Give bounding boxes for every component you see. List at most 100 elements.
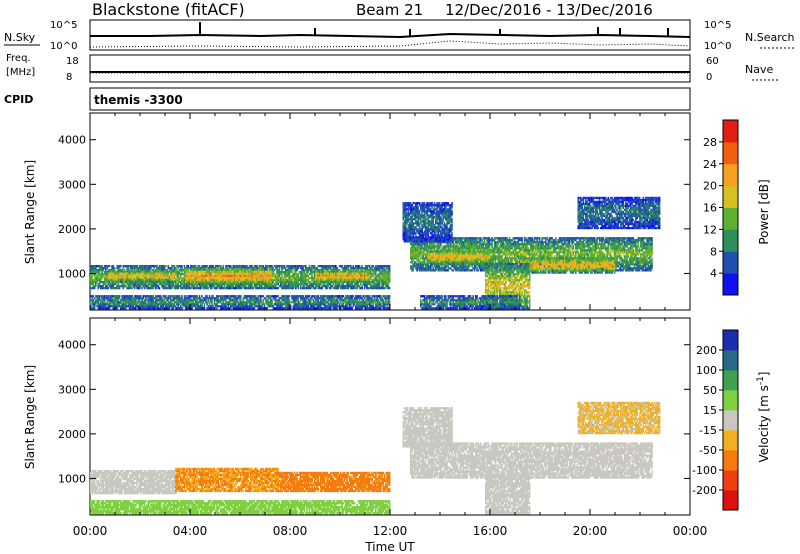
heatmap-cell	[117, 285, 120, 288]
heatmap-cell	[167, 287, 169, 290]
heatmap-cell	[208, 276, 211, 279]
heatmap-cell	[412, 259, 415, 262]
heatmap-cell	[177, 287, 180, 290]
heatmap-cell	[307, 269, 310, 272]
heatmap-cell	[201, 295, 203, 298]
heatmap-cell	[367, 278, 370, 281]
heatmap-cell	[252, 287, 255, 290]
heatmap-cell	[358, 272, 361, 275]
heatmap-cell	[291, 279, 293, 282]
heatmap-cell	[335, 271, 337, 274]
heatmap-cell	[145, 278, 147, 281]
heatmap-cell	[352, 270, 355, 273]
heatmap-cell	[358, 279, 361, 282]
heatmap-cell	[137, 301, 140, 304]
heatmap-cell	[295, 283, 297, 286]
heatmap-cell	[303, 279, 306, 282]
heatmap-cell	[340, 297, 342, 300]
heatmap-cell	[108, 299, 111, 302]
heatmap-cell	[302, 299, 305, 302]
heatmap-cell	[102, 267, 105, 270]
heatmap-cell	[385, 297, 387, 300]
heatmap-cell	[273, 275, 276, 278]
heatmap-cell	[126, 271, 128, 274]
heatmap-cell	[413, 257, 416, 260]
heatmap-cell	[200, 280, 202, 283]
heatmap-cell	[290, 285, 292, 288]
heatmap-cell	[302, 285, 305, 288]
heatmap-cell	[232, 268, 235, 271]
heatmap-cell	[158, 287, 161, 290]
heatmap-cell	[112, 267, 115, 270]
heatmap-cell	[191, 299, 193, 302]
heatmap-cell	[228, 267, 231, 270]
heatmap-cell	[95, 267, 97, 270]
heatmap-cell	[102, 283, 105, 286]
heatmap-cell	[91, 265, 93, 268]
heatmap-cell	[157, 285, 160, 288]
heatmap-cell	[352, 301, 355, 304]
heatmap-cell	[110, 305, 112, 308]
heatmap-cell	[345, 297, 347, 300]
heatmap-cell	[371, 265, 373, 268]
heatmap-cell	[152, 307, 155, 310]
heatmap-cell	[322, 307, 325, 310]
heatmap-cell	[172, 305, 175, 308]
heatmap-cell	[241, 270, 243, 273]
heatmap-cell	[238, 278, 241, 281]
heatmap-cell	[145, 297, 147, 300]
heatmap-cell	[376, 295, 378, 298]
heatmap-cell	[275, 267, 277, 270]
heatmap-cell	[350, 287, 352, 290]
heatmap-cell	[168, 285, 171, 288]
heatmap-cell	[247, 269, 250, 272]
heatmap-cell	[253, 265, 256, 268]
heatmap-cell	[310, 287, 312, 290]
heatmap-cell	[265, 278, 267, 281]
heatmap-cell	[150, 307, 152, 310]
heatmap-cell	[138, 270, 141, 273]
heatmap-cell	[293, 301, 296, 304]
heatmap-cell	[128, 303, 131, 306]
heatmap-cell	[371, 273, 373, 276]
heatmap-cell	[136, 280, 138, 283]
heatmap-cell	[250, 278, 252, 281]
heatmap-cell	[411, 255, 413, 258]
heatmap-cell	[316, 303, 318, 306]
heatmap-cell	[325, 303, 327, 306]
heatmap-cell	[357, 283, 360, 286]
heatmap-cell	[288, 267, 291, 270]
heatmap-cell	[102, 275, 105, 278]
heatmap-cell	[177, 275, 180, 278]
heatmap-cell	[188, 287, 191, 290]
heatmap-cell	[225, 278, 227, 281]
heatmap-cell	[187, 280, 190, 283]
heatmap-cell	[167, 307, 169, 310]
heatmap-cell	[308, 267, 311, 270]
heatmap-cell	[273, 279, 276, 282]
heatmap-cell	[235, 275, 237, 278]
heatmap-cell	[266, 282, 268, 285]
heatmap-cell	[322, 267, 325, 270]
heatmap-cell	[207, 274, 210, 277]
heatmap-cell	[143, 270, 146, 273]
heatmap-cell	[190, 305, 192, 308]
heatmap-cell	[380, 287, 382, 290]
heatmap-cell	[270, 268, 272, 271]
heatmap-cell	[93, 279, 96, 282]
heatmap-cell	[135, 307, 137, 310]
heatmap-cell	[133, 273, 136, 276]
heatmap-cell	[256, 272, 258, 275]
heatmap-cell	[198, 299, 201, 302]
heatmap-cell	[186, 303, 188, 306]
heatmap-cell	[318, 272, 321, 275]
heatmap-cell	[162, 301, 165, 304]
heatmap-cell	[163, 265, 166, 268]
heatmap-cell	[170, 267, 172, 270]
heatmap-cell	[160, 305, 162, 308]
heatmap-cell	[221, 272, 223, 275]
heatmap-cell	[238, 303, 241, 306]
heatmap-cell	[118, 305, 121, 308]
heatmap-cell	[156, 297, 158, 300]
heatmap-cell	[368, 267, 371, 270]
